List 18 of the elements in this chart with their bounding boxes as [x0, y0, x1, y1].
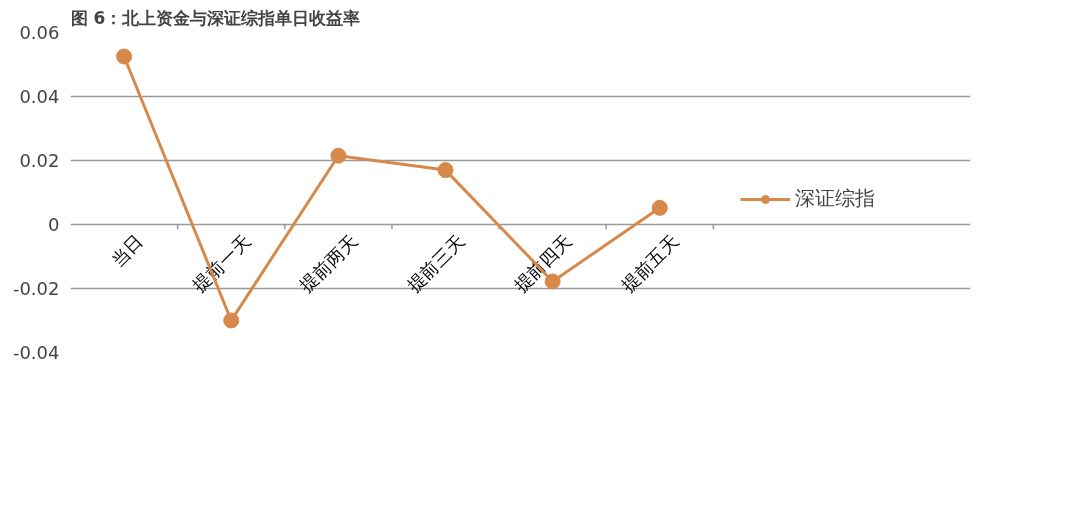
y-tick-label: 0.04: [19, 86, 60, 107]
y-tick-label: 0.06: [19, 22, 60, 43]
point: [544, 273, 561, 290]
chart-title: 图 6：北上资金与深证综指单日收益率: [70, 7, 361, 28]
legend-label: 深证综指: [795, 185, 875, 212]
x-tick-label: 当日: [106, 230, 147, 271]
point: [330, 147, 347, 164]
point: [223, 312, 240, 329]
y-tick-label: -0.04: [12, 342, 60, 363]
y-tick-label: 0.02: [19, 150, 60, 171]
y-tick-label: 0: [48, 214, 60, 235]
x-tick-label: 提前五天: [616, 230, 683, 297]
point: [437, 162, 454, 179]
point: [116, 48, 133, 65]
x-tick-label: 提前三天: [402, 230, 469, 297]
y-tick-label: -0.02: [12, 278, 60, 299]
point: [651, 199, 668, 216]
x-tick-label: 提前两天: [295, 230, 362, 297]
